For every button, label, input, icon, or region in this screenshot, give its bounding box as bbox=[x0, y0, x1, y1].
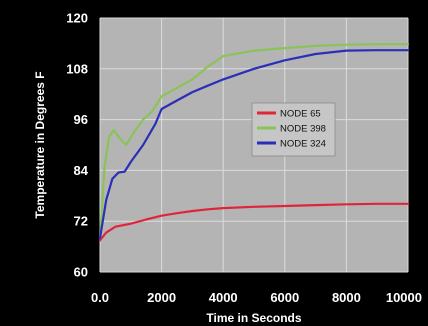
x-tick-label: 0.0 bbox=[91, 290, 109, 305]
legend-label: NODE 65 bbox=[280, 109, 321, 120]
x-tick-label: 10000 bbox=[386, 290, 422, 305]
y-tick-label: 60 bbox=[74, 265, 88, 280]
legend-label: NODE 398 bbox=[280, 124, 326, 135]
y-tick-label: 108 bbox=[66, 61, 88, 76]
x-tick-label: 4000 bbox=[209, 290, 238, 305]
y-tick-label: 84 bbox=[74, 163, 89, 178]
x-tick-label: 8000 bbox=[332, 290, 361, 305]
y-axis-title: Temperature in Degrees F bbox=[33, 71, 47, 218]
axis-ticks: 60 72 84 96 108 120 0.0 2000 4000 6000 8000 10000 bbox=[66, 11, 422, 306]
x-tick-label: 2000 bbox=[147, 290, 176, 305]
series-line bbox=[98, 43, 410, 240]
y-tick-label: 72 bbox=[74, 214, 88, 229]
series-lines bbox=[98, 43, 410, 242]
x-axis-title: Time in Seconds bbox=[206, 311, 301, 325]
legend-label: NODE 324 bbox=[280, 139, 326, 150]
x-tick-label: 6000 bbox=[270, 290, 299, 305]
series-line bbox=[98, 202, 410, 242]
series-line bbox=[98, 49, 410, 240]
y-tick-label: 96 bbox=[74, 112, 88, 127]
y-tick-label: 120 bbox=[66, 11, 88, 26]
legend: NODE 65 NODE 398 NODE 324 bbox=[251, 102, 336, 157]
